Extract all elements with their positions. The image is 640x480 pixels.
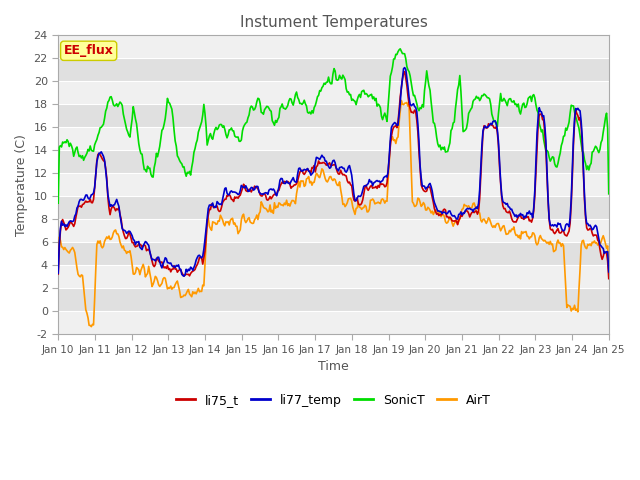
AirT [54, 256, 62, 262]
li75_t [352, 197, 360, 203]
li77_temp [605, 269, 612, 275]
SonicT [396, 46, 404, 52]
li75_t [605, 276, 612, 281]
Bar [58, 242, 609, 265]
Line: SonicT: SonicT [58, 49, 609, 203]
SonicT [54, 200, 62, 206]
Bar [58, 127, 609, 150]
SonicT [316, 88, 324, 94]
li77_temp [180, 273, 188, 279]
SonicT [382, 114, 390, 120]
li77_temp [317, 155, 324, 160]
Bar [58, 59, 609, 81]
li75_t [382, 183, 390, 189]
li75_t [593, 232, 600, 238]
li75_t [316, 161, 324, 167]
AirT [88, 324, 95, 330]
Bar [58, 36, 609, 59]
Bar [58, 265, 609, 288]
AirT [397, 97, 405, 103]
li75_t [507, 211, 515, 217]
li77_temp [54, 270, 62, 276]
li77_temp [353, 195, 361, 201]
Legend: li75_t, li77_temp, SonicT, AirT: li75_t, li77_temp, SonicT, AirT [171, 389, 496, 411]
Bar [58, 311, 609, 334]
Line: li77_temp: li77_temp [58, 68, 609, 276]
Bar [58, 219, 609, 242]
AirT [353, 205, 361, 211]
li77_temp [594, 230, 602, 236]
Bar [58, 150, 609, 173]
AirT [320, 171, 328, 177]
SonicT [593, 144, 600, 150]
li77_temp [383, 174, 391, 180]
Text: EE_flux: EE_flux [64, 44, 114, 57]
AirT [594, 242, 602, 248]
Bar [58, 173, 609, 196]
Bar [58, 81, 609, 104]
Bar [58, 104, 609, 127]
li77_temp [320, 155, 328, 160]
SonicT [605, 191, 612, 197]
AirT [508, 226, 515, 232]
Title: Instument Temperatures: Instument Temperatures [239, 15, 428, 30]
AirT [383, 198, 391, 204]
SonicT [319, 84, 327, 89]
li75_t [319, 159, 327, 165]
li75_t [401, 69, 408, 74]
Y-axis label: Temperature (C): Temperature (C) [15, 134, 28, 236]
Bar [58, 196, 609, 219]
SonicT [507, 96, 515, 102]
AirT [317, 171, 324, 177]
Bar [58, 288, 609, 311]
Line: AirT: AirT [58, 100, 609, 327]
SonicT [352, 102, 360, 108]
AirT [605, 265, 612, 271]
X-axis label: Time: Time [318, 360, 349, 373]
li77_temp [508, 206, 515, 212]
li77_temp [401, 65, 408, 71]
li75_t [54, 271, 62, 277]
Line: li75_t: li75_t [58, 72, 609, 278]
